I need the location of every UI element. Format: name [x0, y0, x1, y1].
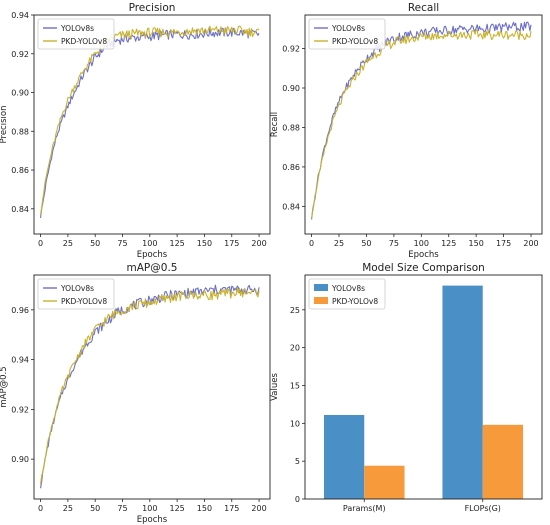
- bar-1-2: [442, 285, 483, 499]
- x-tick-label: 25: [63, 239, 73, 248]
- legend-label: PKD-YOLOv8: [332, 297, 378, 306]
- y-tick-label: 25: [290, 306, 300, 315]
- chart-panel-2: Recall 0.84 0.86 0.88 0.90 0.92 Recall 0 25 50 75 1…: [270, 2, 543, 260]
- x-tick-label: 0: [38, 504, 43, 513]
- x-tick-label: 50: [90, 239, 100, 248]
- y-axis-label: Values: [270, 373, 280, 401]
- plot-frame: [304, 14, 543, 235]
- x-tick-label: 150: [469, 239, 484, 248]
- y-tick-label: 0.90: [282, 84, 300, 93]
- bar-2-2: [482, 424, 524, 499]
- series-line-2: [311, 29, 532, 219]
- y-tick-label: 0: [295, 495, 300, 504]
- series-line-1: [40, 284, 260, 489]
- y-tick-label: 0.92: [11, 405, 29, 414]
- legend-label: YOLOv8s: [60, 284, 94, 293]
- x-tick-label: 150: [197, 504, 212, 513]
- x-tick-label: 75: [389, 239, 399, 248]
- x-tick-label: 175: [496, 239, 511, 248]
- y-tick-label: 15: [290, 381, 300, 390]
- y-axis-label: mAP@0.5: [0, 366, 9, 407]
- y-tick-label: 5: [295, 457, 300, 466]
- y-tick-label: 0.84: [11, 205, 29, 214]
- y-tick-label: 0.88: [11, 127, 29, 136]
- x-tick-label: 150: [197, 239, 212, 248]
- bar-2-1: [364, 465, 405, 499]
- x-axis-label: Epochs: [137, 515, 168, 525]
- x-tick-label: 125: [169, 504, 184, 513]
- y-axis-label: Recall: [270, 112, 280, 137]
- chart-panel-3: mAP@0.5 0.90 0.92 0.94 0.96 mAP@0.5 0 25 50 75 100…: [0, 262, 271, 525]
- chart-title: Recall: [408, 2, 439, 14]
- x-tick-label: 100: [142, 239, 157, 248]
- x-tick-label: FLOPs(G): [465, 504, 501, 513]
- y-tick-label: 10: [290, 419, 300, 428]
- y-tick-label: 0.92: [11, 50, 29, 59]
- chart-title: mAP@0.5: [127, 262, 178, 274]
- chart-panel-1: Precision 0.84 0.86 0.88 0.90 0.92 0.94 Precisi…: [0, 2, 271, 260]
- x-tick-label: 25: [334, 239, 344, 248]
- y-tick-label: 20: [290, 344, 300, 353]
- chart-title: Model Size Comparison: [362, 262, 485, 274]
- x-tick-label: 50: [90, 504, 100, 513]
- x-tick-label: Params(M): [343, 504, 386, 513]
- bar-1-1: [323, 415, 365, 499]
- y-tick-label: 0.84: [282, 202, 300, 211]
- y-tick-label: 0.90: [11, 89, 29, 98]
- legend-swatch: [314, 284, 328, 291]
- y-tick-label: 0.92: [282, 45, 300, 54]
- y-tick-label: 0.86: [11, 166, 29, 175]
- x-axis-label: Epochs: [408, 250, 439, 260]
- x-tick-label: 175: [224, 504, 239, 513]
- y-axis-label: Precision: [0, 106, 9, 144]
- series-line-1: [311, 21, 532, 220]
- x-tick-label: 125: [441, 239, 456, 248]
- plot-frame: [33, 274, 271, 500]
- legend-label: YOLOv8s: [331, 24, 365, 33]
- legend-swatch: [314, 297, 328, 304]
- chart-panel-4: Model Size Comparison 0 5 10 15 20 25 Values Par…: [270, 262, 543, 513]
- legend-label: YOLOv8s: [60, 24, 94, 33]
- x-tick-label: 200: [523, 239, 538, 248]
- y-tick-label: 0.94: [11, 11, 29, 20]
- x-tick-label: 25: [63, 504, 73, 513]
- x-tick-label: 0: [309, 239, 314, 248]
- x-tick-label: 200: [251, 504, 266, 513]
- x-tick-label: 75: [117, 239, 127, 248]
- x-tick-label: 175: [224, 239, 239, 248]
- legend-label: PKD-YOLOv8: [332, 37, 378, 46]
- y-tick-label: 0.88: [282, 123, 300, 132]
- series-line-1: [40, 27, 260, 219]
- series-line-2: [40, 25, 260, 215]
- plot-frame: [33, 14, 271, 235]
- chart-title: Precision: [129, 2, 176, 14]
- series-line-2: [40, 287, 260, 485]
- x-tick-label: 200: [251, 239, 266, 248]
- x-tick-label: 125: [169, 239, 184, 248]
- y-tick-label: 0.86: [282, 163, 300, 172]
- y-tick-label: 0.94: [11, 356, 29, 365]
- x-axis-label: Epochs: [137, 250, 168, 260]
- y-tick-label: 0.90: [11, 455, 29, 464]
- x-tick-label: 100: [414, 239, 429, 248]
- plot-frame: [304, 274, 543, 500]
- legend-label: PKD-YOLOv8: [61, 297, 107, 306]
- x-tick-label: 100: [142, 504, 157, 513]
- x-tick-label: 0: [38, 239, 43, 248]
- x-tick-label: 75: [117, 504, 127, 513]
- x-tick-label: 50: [361, 239, 371, 248]
- legend-label: PKD-YOLOv8: [61, 37, 107, 46]
- y-tick-label: 0.96: [11, 306, 29, 315]
- legend-label: YOLOv8s: [331, 284, 365, 293]
